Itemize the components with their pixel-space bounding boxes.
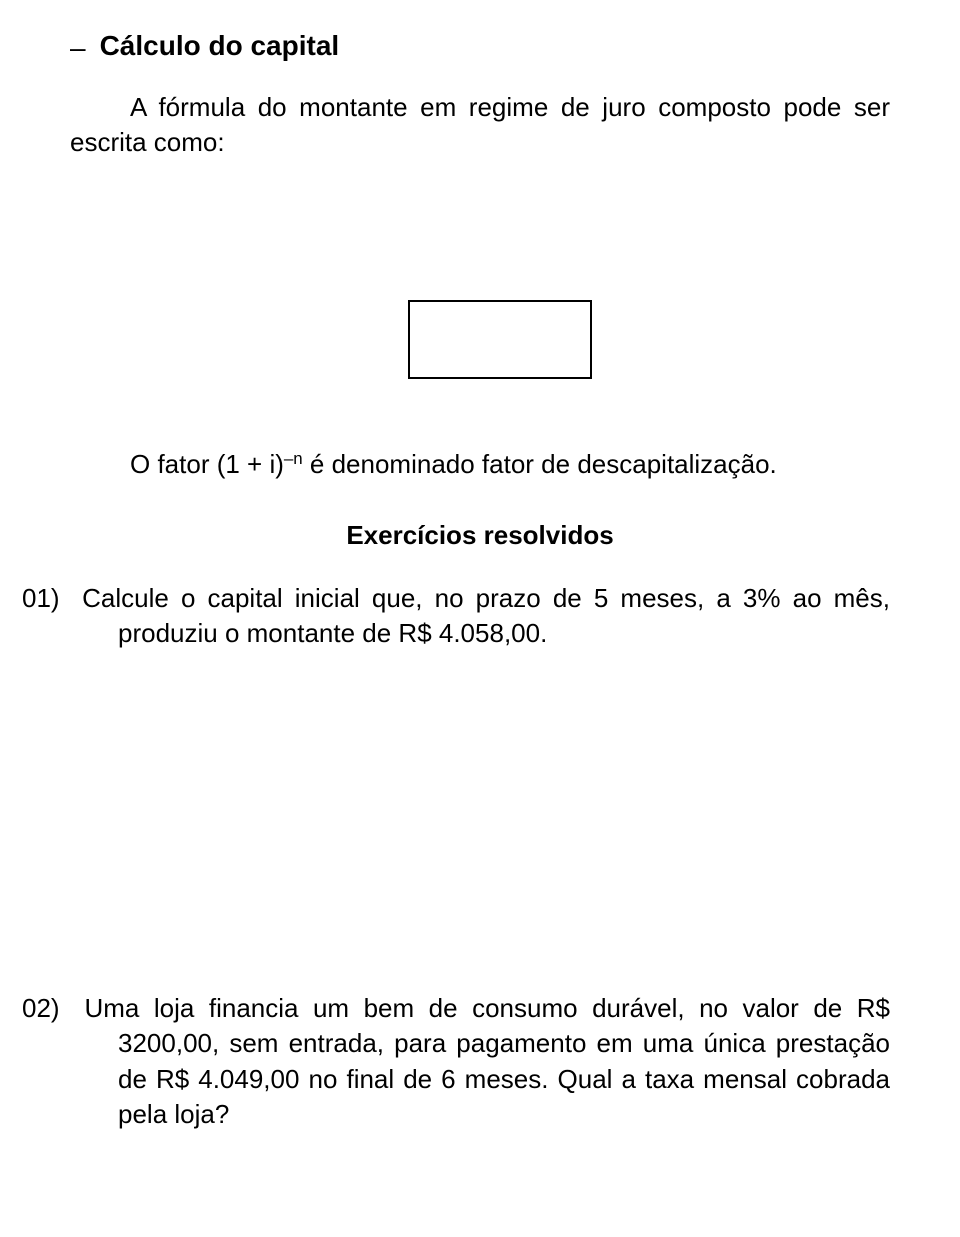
exercises-title: Exercícios resolvidos bbox=[70, 520, 890, 551]
heading-dash: – bbox=[70, 34, 86, 62]
formula-box-wrap bbox=[70, 300, 890, 379]
blank-work-area bbox=[70, 681, 890, 991]
intro-paragraph: A fórmula do montante em regime de juro … bbox=[70, 90, 890, 160]
section-heading-row: – Cálculo do capital bbox=[70, 30, 890, 62]
factor-suffix: é denominado fator de descapitalização. bbox=[303, 449, 777, 479]
problem-1-text: Calcule o capital inicial que, no prazo … bbox=[70, 583, 890, 648]
problem-2-text: Uma loja financia um bem de consumo durá… bbox=[70, 993, 890, 1128]
formula-box bbox=[408, 300, 592, 379]
problem-2: 02) Uma loja financia um bem de consumo … bbox=[70, 991, 890, 1131]
problem-1: 01) Calcule o capital inicial que, no pr… bbox=[70, 581, 890, 651]
section-heading: Cálculo do capital bbox=[100, 30, 340, 62]
factor-line: O fator (1 + i)–n é denominado fator de … bbox=[70, 449, 890, 480]
factor-exponent: –n bbox=[284, 449, 303, 468]
factor-prefix: O fator (1 + i) bbox=[130, 449, 284, 479]
